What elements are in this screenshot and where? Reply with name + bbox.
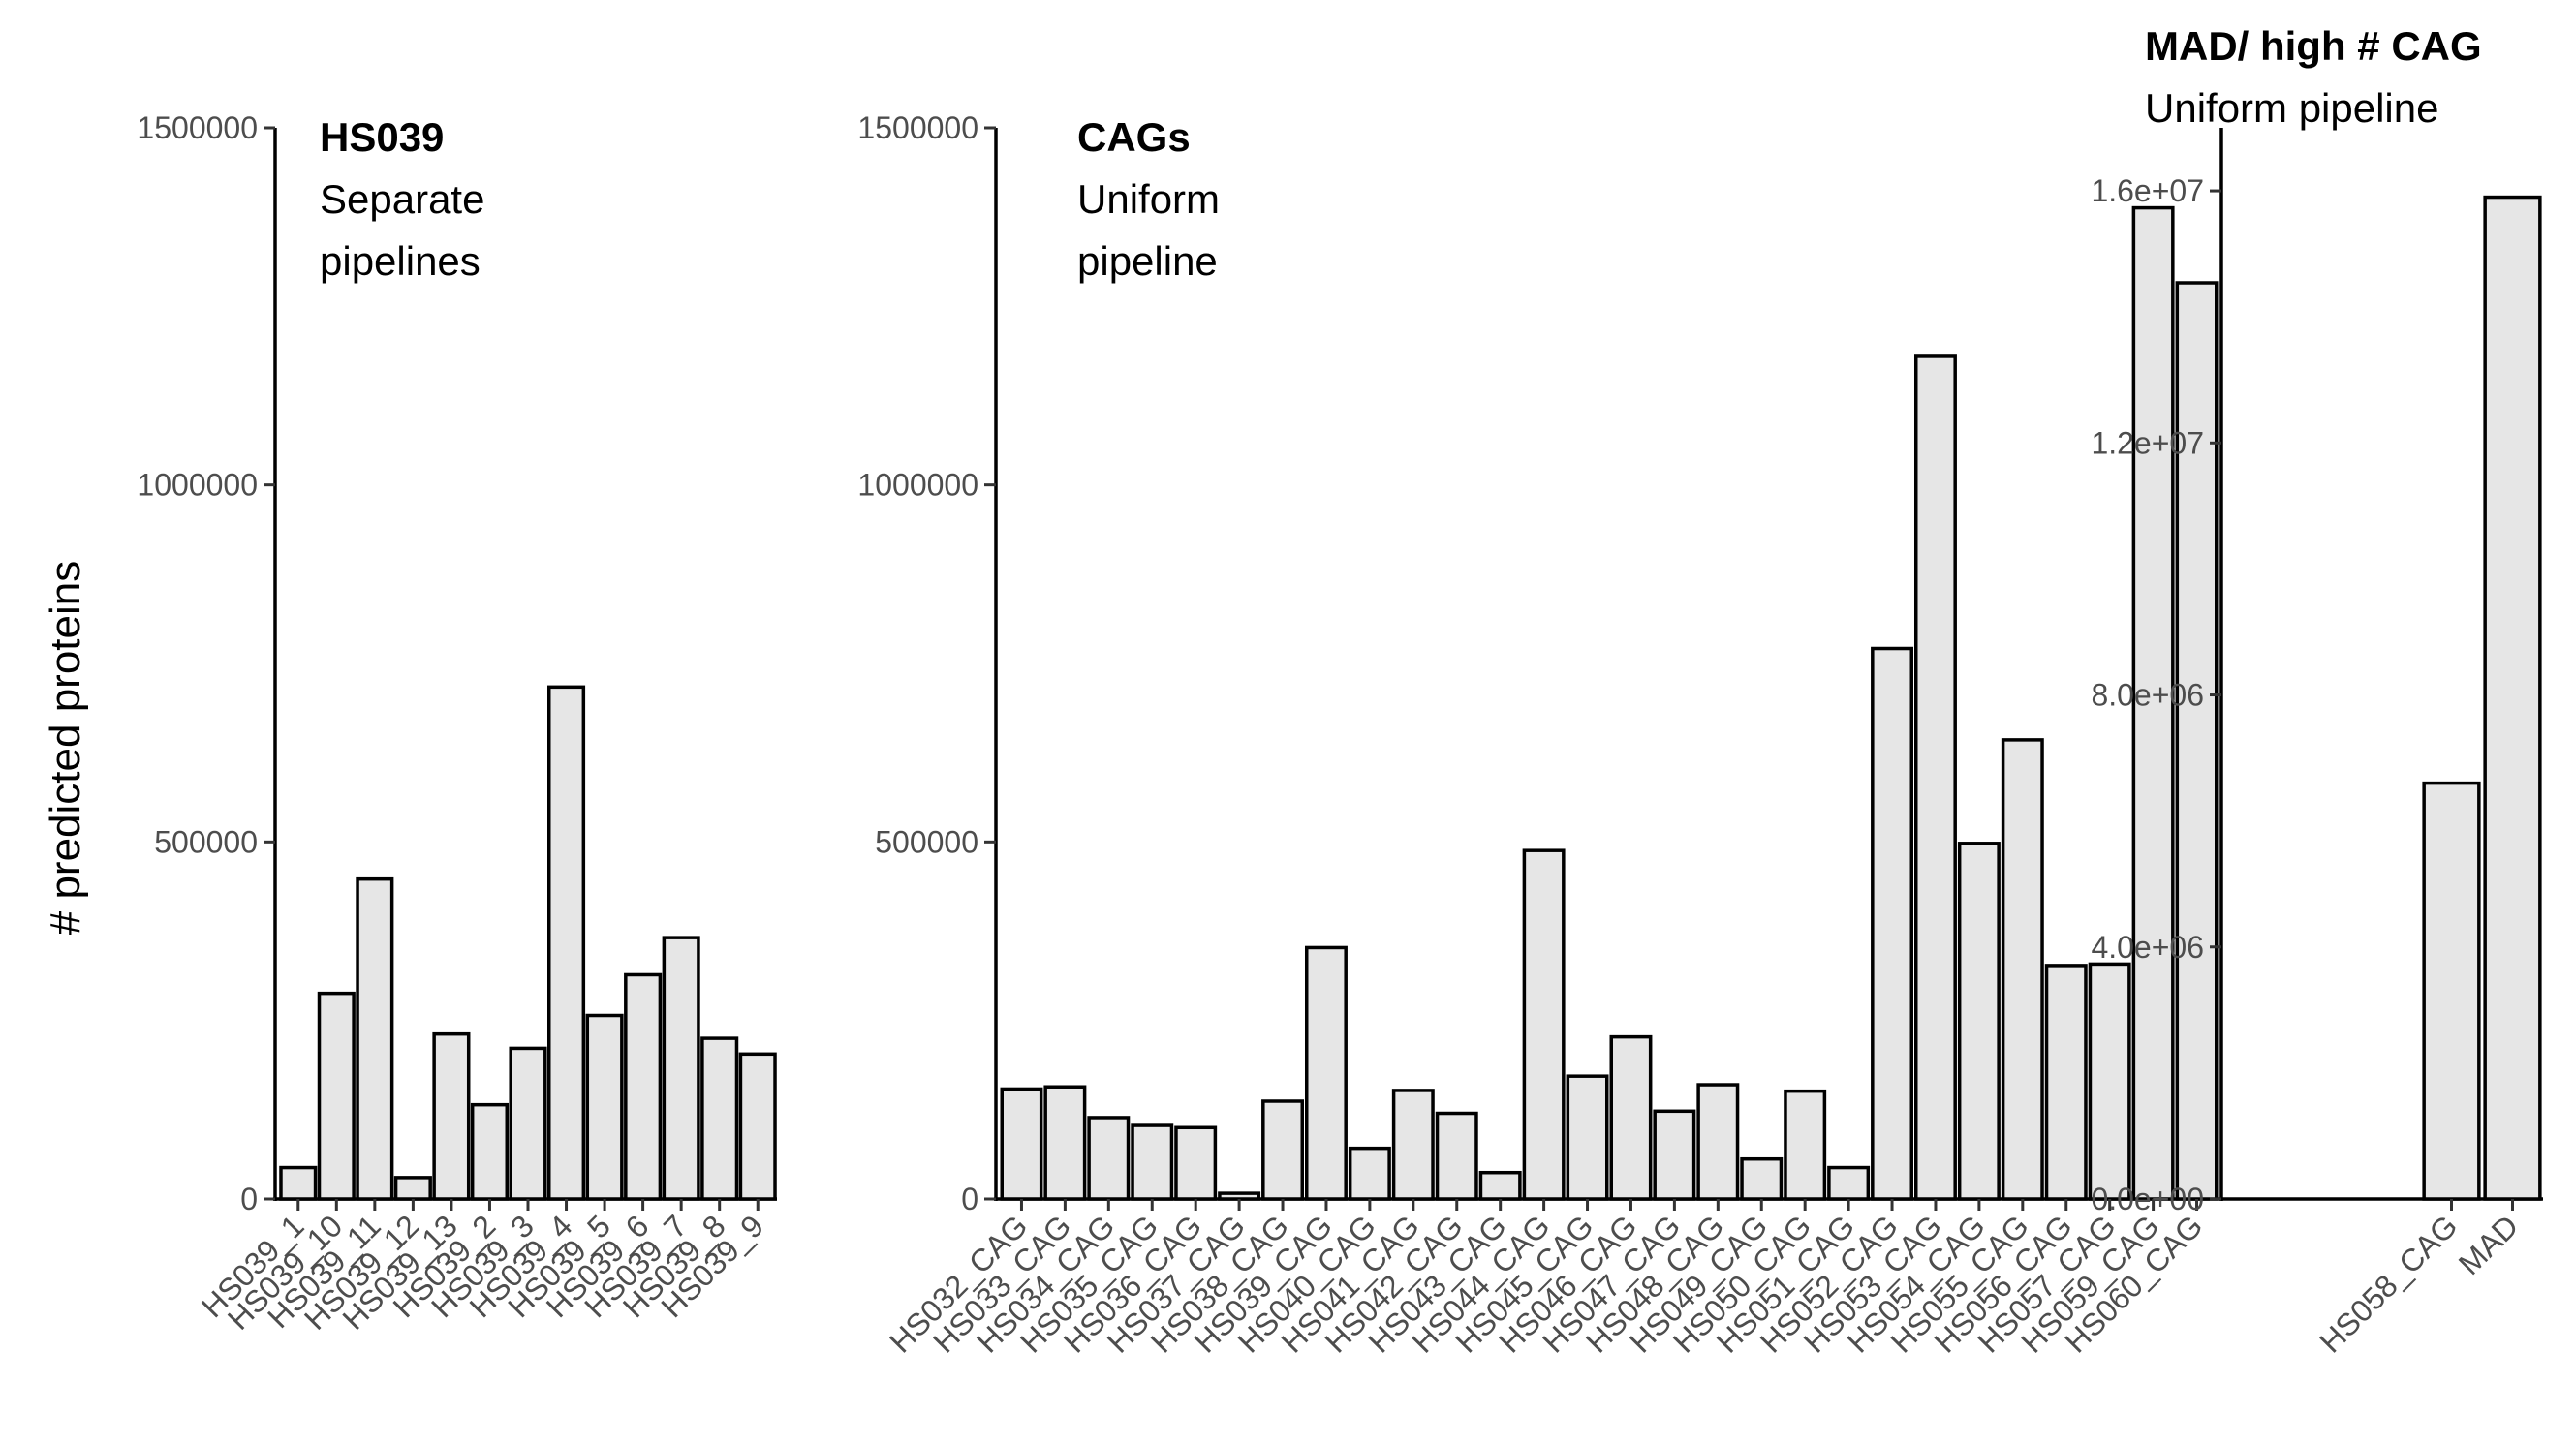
y-tick-label: 500000 — [875, 824, 978, 859]
bar — [2422, 781, 2481, 1201]
bar — [2001, 738, 2044, 1201]
bar — [2131, 205, 2175, 1201]
bar — [279, 1165, 318, 1201]
y-tick-label: 0 — [961, 1182, 978, 1216]
y-tick-label: 1000000 — [857, 468, 978, 503]
bar — [1348, 1146, 1391, 1201]
bar — [2088, 962, 2131, 1201]
bar — [1653, 1109, 1696, 1201]
bar — [1913, 354, 1957, 1201]
y-tick-label: 1.6e+07 — [2091, 173, 2204, 208]
chart-panel-1: 050000010000001500000HS039_1HS039_10HS03… — [137, 110, 777, 1337]
bar — [662, 936, 700, 1201]
y-tick-label: 0.0e+00 — [2091, 1182, 2204, 1216]
bar — [509, 1046, 547, 1201]
panel-subtitle: pipeline — [1077, 238, 1218, 284]
panel-title: MAD/ high # CAG — [2145, 23, 2482, 69]
panel-title: CAGs — [1077, 114, 1191, 160]
bar — [1087, 1116, 1131, 1201]
x-tick-label: HS058_CAG — [2312, 1208, 2464, 1359]
bar — [2044, 964, 2088, 1201]
bar — [624, 972, 663, 1201]
y-tick-label: 1500000 — [857, 110, 978, 145]
y-tick-label: 1500000 — [137, 110, 258, 145]
y-tick-label: 0 — [240, 1182, 258, 1216]
bar — [1740, 1156, 1784, 1201]
bar — [738, 1052, 777, 1201]
chart-panel-3: 0.0e+00 4.0e+06 8.0e+06 1.2e+07 1.6e+07 HS058… — [2091, 23, 2543, 1360]
bar — [700, 1036, 739, 1201]
bar — [1522, 848, 1566, 1201]
bar — [1000, 1087, 1043, 1201]
bar — [1696, 1083, 1740, 1201]
bar — [1261, 1099, 1305, 1201]
chart-panel-2: 050000010000001500000HS032_CAGHS033_CAGH… — [857, 110, 2219, 1360]
panel-subtitle: Uniform pipeline — [2145, 85, 2438, 131]
panel-subtitle: Uniform — [1077, 176, 1220, 222]
y-tick-label: 500000 — [154, 824, 258, 859]
y-tick-label: 4.0e+06 — [2091, 930, 2204, 965]
bar — [1174, 1125, 1218, 1201]
bar — [1131, 1123, 1174, 1201]
y-tick-label: 1.2e+07 — [2091, 425, 2204, 460]
bar — [356, 876, 394, 1201]
bar — [317, 991, 356, 1201]
bar — [1784, 1089, 1827, 1201]
bar — [1957, 842, 2001, 1201]
bar — [1391, 1089, 1435, 1201]
bar — [585, 1013, 624, 1201]
bar — [1609, 1034, 1653, 1201]
x-tick-label: MAD — [2452, 1208, 2526, 1281]
y-tick-label: 1000000 — [137, 468, 258, 503]
panel-subtitle: Separate — [320, 176, 484, 222]
bar — [1304, 945, 1348, 1201]
bar — [1871, 646, 1914, 1201]
bar — [1827, 1165, 1871, 1201]
bar — [432, 1031, 471, 1201]
bar — [1566, 1074, 1609, 1201]
bar — [2483, 195, 2542, 1201]
bar — [1478, 1170, 1522, 1201]
bar — [1043, 1085, 1087, 1201]
y-tick-label: 8.0e+06 — [2091, 678, 2204, 713]
bar — [393, 1176, 432, 1201]
bar — [2175, 281, 2219, 1201]
bar — [546, 685, 586, 1201]
bar — [470, 1102, 510, 1201]
panel-subtitle: pipelines — [320, 238, 481, 284]
bar — [1435, 1111, 1478, 1201]
panel-title: HS039 — [320, 114, 444, 160]
y-axis-title: # predicted proteins — [42, 561, 89, 935]
bar — [1218, 1191, 1261, 1201]
chart-panels: 050000010000001500000HS039_1HS039_10HS03… — [137, 23, 2543, 1360]
